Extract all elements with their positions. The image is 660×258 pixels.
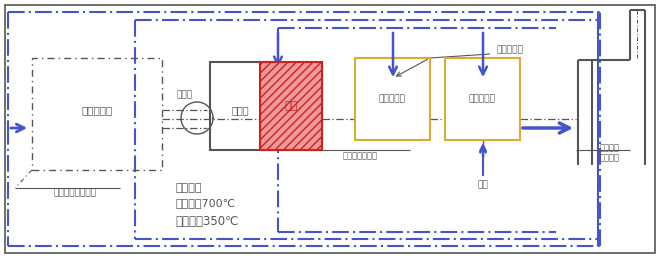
- Text: 脱臭炉: 脱臭炉: [231, 105, 249, 115]
- Text: 乾燥熱源（熱風）: 乾燥熱源（熱風）: [53, 189, 96, 198]
- Text: 熱交換器１: 熱交換器１: [379, 94, 405, 103]
- Bar: [260, 62, 322, 150]
- Text: 乾燥排ガス: 乾燥排ガス: [496, 45, 523, 54]
- Text: 乾燥排ガス加熱: 乾燥排ガス加熱: [343, 151, 378, 160]
- Text: 触媒: 触媒: [284, 101, 298, 111]
- Text: 既設乾燥機: 既設乾燥機: [81, 105, 113, 115]
- Text: 乾燥熱源: 乾燥熱源: [600, 143, 620, 152]
- Text: 外気: 外気: [478, 181, 488, 189]
- Text: バーナ: バーナ: [177, 91, 193, 100]
- Text: 触媒あり350℃: 触媒あり350℃: [175, 215, 238, 228]
- Text: 触媒なし700℃: 触媒なし700℃: [175, 198, 235, 208]
- Bar: [210, 62, 278, 150]
- Bar: [32, 58, 162, 170]
- Bar: [445, 58, 520, 140]
- Text: 排熱利用: 排熱利用: [600, 154, 620, 163]
- Text: 熱交換器２: 熱交換器２: [469, 94, 496, 103]
- Bar: [355, 58, 430, 140]
- Text: 脱臭温度: 脱臭温度: [175, 183, 201, 193]
